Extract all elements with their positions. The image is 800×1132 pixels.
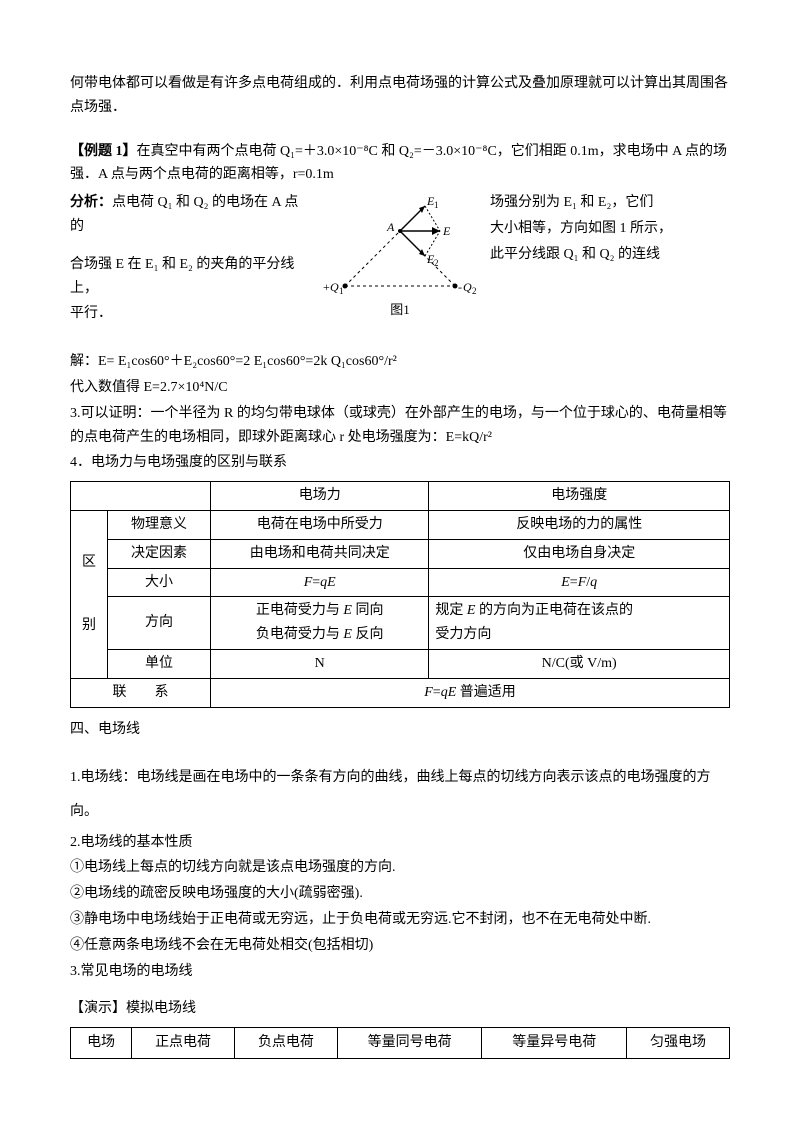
row-label: 单位 (108, 649, 211, 678)
table-row: 区 别 物理意义 电荷在电场中所受力 反映电场的力的属性 (71, 510, 730, 539)
table-row: 电场 正点电荷 负点电荷 等量同号电荷 等量异号电荷 匀强电场 (71, 1028, 730, 1059)
cell: 正电荷受力与 E 同向负电荷受力与 E 反向 (211, 597, 429, 650)
svg-text:-: - (458, 280, 462, 294)
analysis-block: 分析：点电荷 Q₁ 和 Q₂ 的电场在 A 点的 合场强 E 在 E₁ 和 E₂… (70, 191, 730, 328)
intro-text: 何带电体都可以看做是有许多点电荷组成的．利用点电荷场强的计算公式及叠加原理就可以… (70, 72, 730, 120)
cell: 由电场和电荷共同决定 (211, 539, 429, 568)
cell: E=F/q (429, 568, 730, 597)
row-label: 方向 (108, 597, 211, 650)
svg-text:Q: Q (330, 280, 339, 294)
side-label-1: 区 (77, 551, 101, 575)
table-row: 联 系 F=qE 普遍适用 (71, 678, 730, 707)
line-def-2-2: ②电场线的疏密反映电场强度的大小(疏弱密强). (70, 882, 730, 906)
example-title: 【例题 1】 (70, 144, 137, 159)
cell: F=qE (211, 568, 429, 597)
table-row: 大小 F=qE E=F/q (71, 568, 730, 597)
cell: 反映电场的力的属性 (429, 510, 730, 539)
cell: 匀强电场 (627, 1028, 730, 1059)
line-def-2-3: ③静电场中电场线始于正电荷或无穷远，止于负电荷或无穷远.它不封闭，也不在无电荷处… (70, 908, 730, 932)
svg-text:1: 1 (339, 286, 344, 296)
field-types-table: 电场 正点电荷 负点电荷 等量同号电荷 等量异号电荷 匀强电场 (70, 1027, 730, 1059)
line-def-2: 2.电场线的基本性质 (70, 831, 730, 855)
row-label: 决定因素 (108, 539, 211, 568)
example-text: 在真空中有两个点电荷 Q₁=＋3.0×10⁻⁸C 和 Q₂=－3.0×10⁻⁸C… (70, 144, 727, 183)
table-row: 单位 N N/C(或 V/m) (71, 649, 730, 678)
analysis-label: 分析： (70, 195, 112, 210)
header-force: 电场力 (211, 482, 429, 511)
header-intensity: 电场强度 (429, 482, 730, 511)
cell: N/C(或 V/m) (429, 649, 730, 678)
analysis-right-1: 场强分别为 E₁ 和 E₂，它们 (490, 191, 730, 215)
svg-text:+: + (323, 280, 330, 294)
svg-text:1: 1 (434, 200, 439, 210)
line-def-2-4: ④任意两条电场线不会在无电荷处相交(包括相切) (70, 934, 730, 958)
cell: 负点电荷 (235, 1028, 338, 1059)
svg-text:E: E (442, 224, 451, 238)
table-row: 电场力 电场强度 (71, 482, 730, 511)
example-line: 【例题 1】在真空中有两个点电荷 Q₁=＋3.0×10⁻⁸C 和 Q₂=－3.0… (70, 140, 730, 188)
svg-text:2: 2 (472, 286, 477, 296)
analysis-right-3: 此平分线跟 Q₁ 和 Q₂ 的连线 (490, 243, 730, 267)
figure-caption: 图1 (310, 299, 490, 321)
cell: N (211, 649, 429, 678)
row-label: 物理意义 (108, 510, 211, 539)
line-def-2-1: ①电场线上每点的切线方向就是该点电场强度的方向. (70, 856, 730, 880)
cell: 正点电荷 (132, 1028, 235, 1059)
cell: 等量同号电荷 (337, 1028, 482, 1059)
demo-label: 【演示】模拟电场线 (70, 997, 730, 1021)
cell: 规定 E 的方向为正电荷在该点的受力方向 (429, 597, 730, 650)
analysis-left-2: 合场强 E 在 E₁ 和 E₂ 的夹角的平分线上， (70, 253, 310, 301)
cell: 仅由电场自身决定 (429, 539, 730, 568)
svg-text:Q: Q (463, 280, 472, 294)
figure-1: E1 E E2 A +Q1 -Q2 图1 (310, 191, 490, 321)
svg-text:2: 2 (434, 258, 439, 268)
svg-text:A: A (386, 220, 395, 234)
side-label-2: 别 (77, 614, 101, 638)
table-row: 方向 正电荷受力与 E 同向负电荷受力与 E 反向 规定 E 的方向为正电荷在该… (71, 597, 730, 650)
solution-1: 解：E= E₁cos60°＋E₂cos60°=2 E₁cos60°=2k Q₁c… (70, 350, 730, 374)
cell: 电荷在电场中所受力 (211, 510, 429, 539)
section4-title: 四、电场线 (70, 718, 730, 742)
line-def-3: 3.常见电场的电场线 (70, 960, 730, 984)
cell: 电场 (71, 1028, 132, 1059)
line-def-1: 1.电场线：电场线是画在电场中的一条条有方向的曲线，曲线上每点的切线方向表示该点… (70, 761, 730, 828)
relation-label: 联 系 (71, 678, 211, 707)
solution-2: 代入数值得 E=2.7×10⁴N/C (70, 376, 730, 400)
analysis-left-3: 平行． (70, 302, 310, 326)
compare-table: 电场力 电场强度 区 别 物理意义 电荷在电场中所受力 反映电场的力的属性 决定… (70, 481, 730, 707)
table-row: 决定因素 由电场和电荷共同决定 仅由电场自身决定 (71, 539, 730, 568)
note-4: 4．电场力与电场强度的区别与联系 (70, 451, 730, 475)
row-label: 大小 (108, 568, 211, 597)
cell: 等量异号电荷 (482, 1028, 627, 1059)
note-3: 3.可以证明：一个半径为 R 的均匀带电球体（或球壳）在外部产生的电场，与一个位… (70, 402, 730, 450)
cell: F=qE 普遍适用 (211, 678, 730, 707)
analysis-right-2: 大小相等，方向如图 1 所示， (490, 217, 730, 241)
